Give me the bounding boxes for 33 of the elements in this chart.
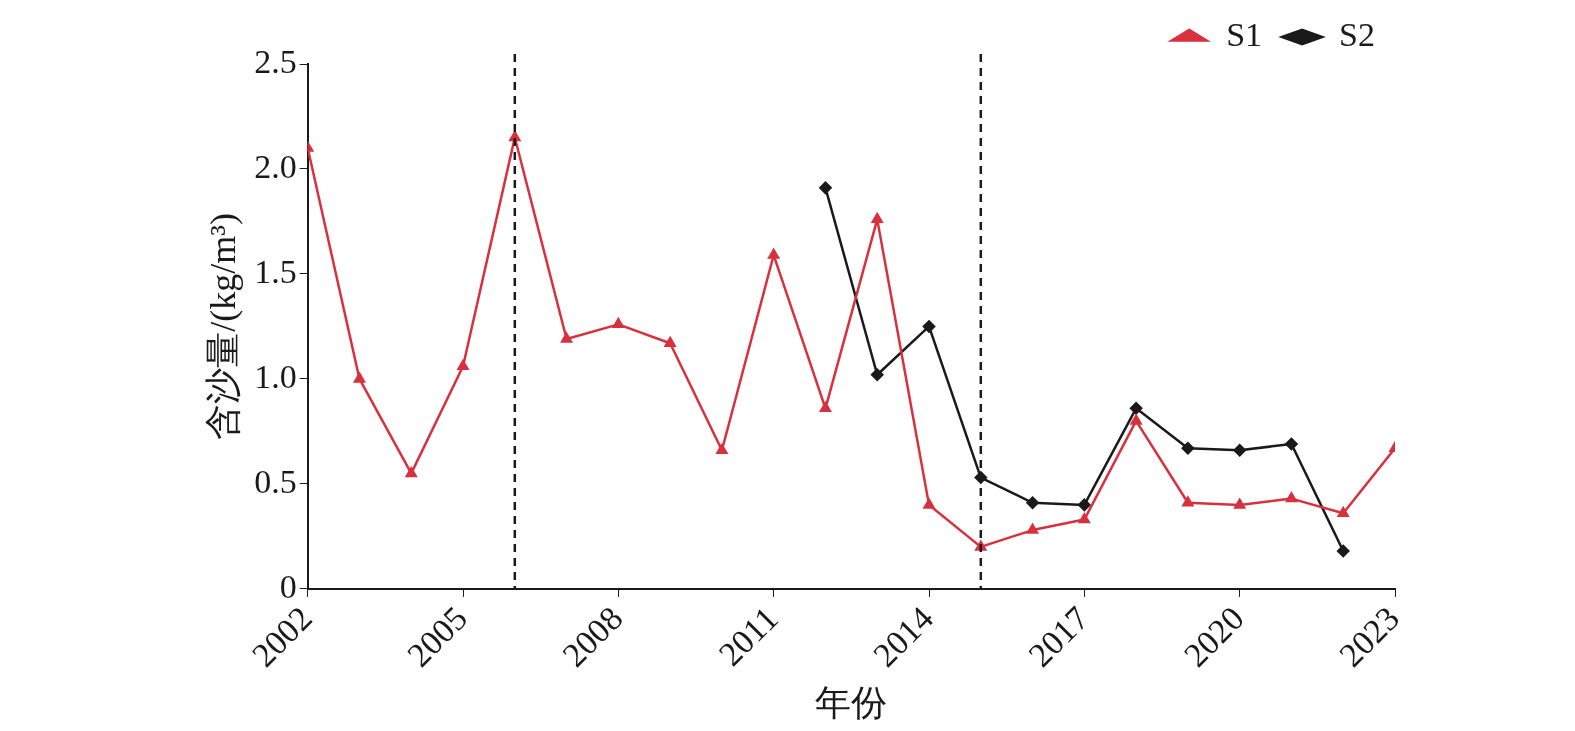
point [1129, 402, 1143, 415]
point [457, 360, 469, 371]
point [1130, 414, 1142, 425]
point [1336, 544, 1350, 558]
point [561, 332, 573, 343]
point [1078, 498, 1091, 512]
point [870, 368, 884, 381]
point [768, 248, 780, 259]
point [923, 498, 935, 509]
x-axis-title: 年份 [815, 682, 888, 723]
point [1285, 437, 1298, 451]
point [1026, 523, 1039, 534]
point [353, 372, 366, 383]
y-tick-label: 1.5 [254, 252, 297, 290]
point [1233, 444, 1246, 457]
y-tick-label: 0 [279, 567, 297, 605]
point [664, 336, 676, 347]
y-tick-label: 1.0 [254, 357, 297, 395]
y-axis-title: 含沙量/(kg/m³) [203, 213, 244, 440]
y-tick-label: 2.5 [254, 42, 297, 80]
y-tick-label: 2.0 [254, 147, 297, 185]
legend-label: S1 [1226, 15, 1263, 53]
point [1078, 513, 1090, 524]
point [1182, 496, 1194, 507]
point [1026, 496, 1039, 510]
legend-label: S2 [1339, 15, 1376, 53]
point [1285, 492, 1298, 503]
point [1234, 498, 1246, 509]
point [819, 181, 832, 195]
point [1181, 441, 1195, 455]
y-tick-label: 0.5 [254, 462, 297, 500]
point [405, 467, 417, 478]
point [922, 320, 936, 333]
